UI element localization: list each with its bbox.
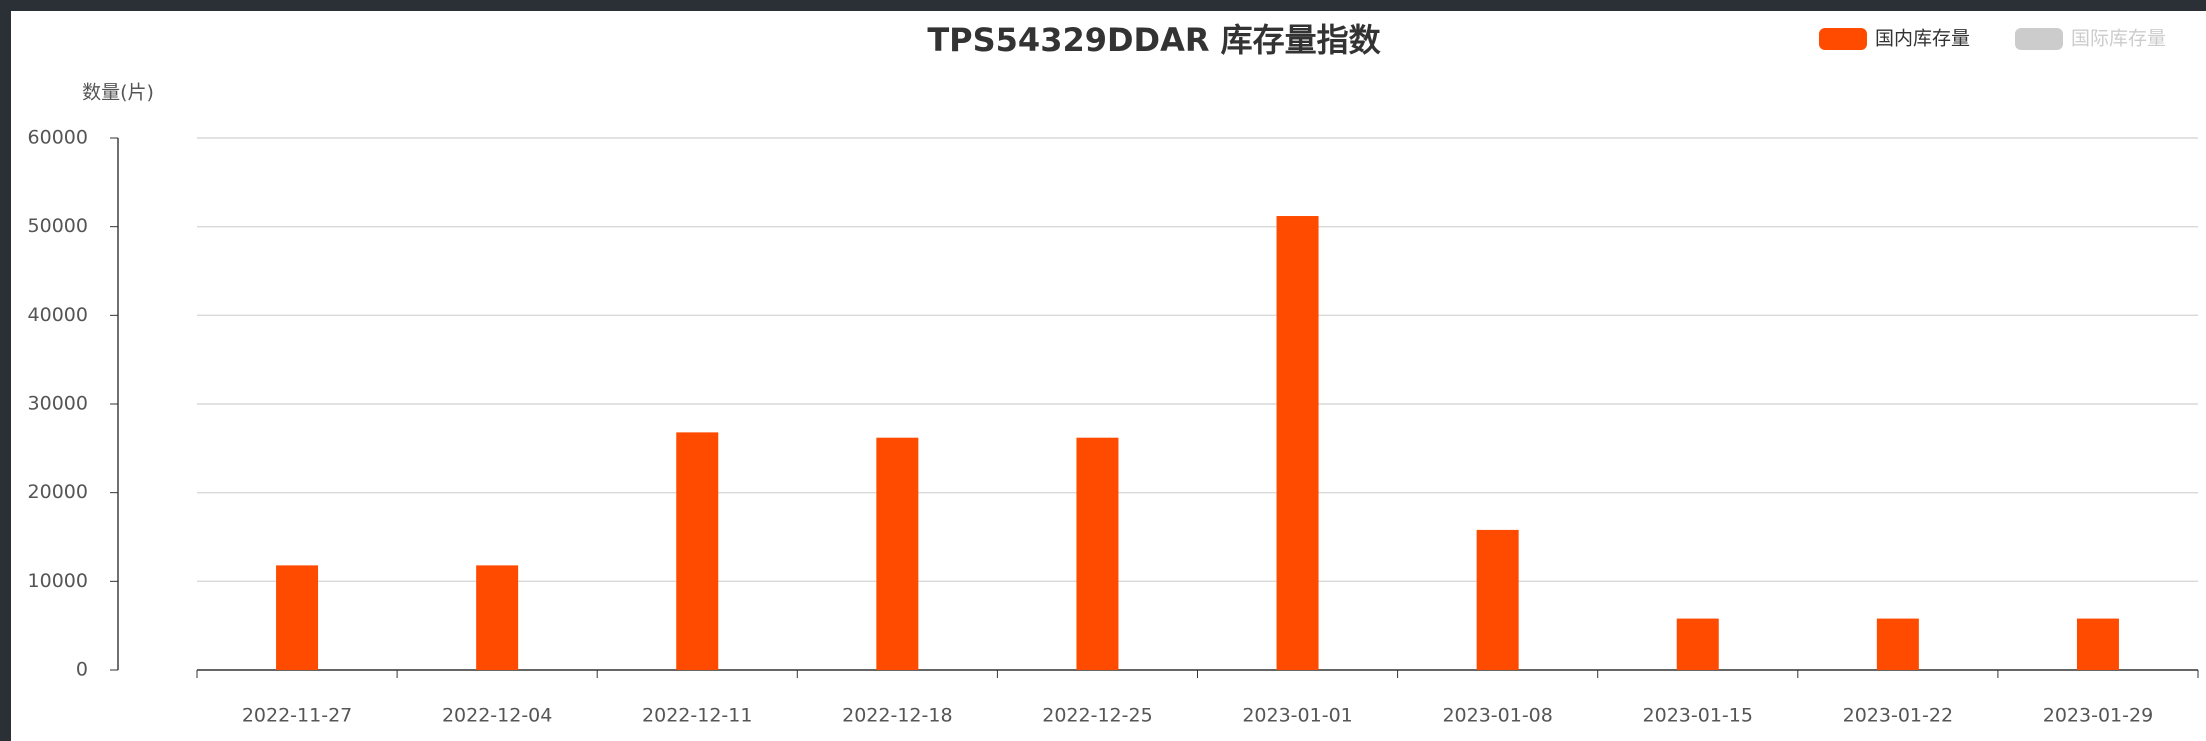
- x-tick-label: 2022-12-25: [1042, 705, 1152, 727]
- y-axis-label: 数量(片): [82, 82, 154, 104]
- y-tick-label: 50000: [28, 215, 88, 237]
- bar: [876, 437, 919, 670]
- legend-label: 国内库存量: [1875, 28, 1970, 50]
- y-tick-label: 60000: [28, 127, 88, 149]
- bar: [2076, 618, 2119, 670]
- y-tick-label: 40000: [28, 304, 88, 326]
- bar: [1276, 216, 1319, 670]
- bar: [276, 565, 319, 670]
- x-tick-label: 2023-01-22: [1843, 705, 1953, 727]
- y-tick-label: 10000: [28, 570, 88, 592]
- legend-label: 国际库存量: [2071, 28, 2166, 50]
- bar: [1876, 618, 1919, 670]
- x-tick-label: 2022-12-04: [442, 705, 552, 727]
- bar: [1076, 437, 1119, 670]
- x-tick-label: 2022-11-27: [242, 705, 352, 727]
- x-tick-label: 2023-01-08: [1442, 705, 1552, 727]
- chart-title: TPS54329DDAR 库存量指数: [927, 21, 1381, 59]
- y-tick-label: 20000: [28, 481, 88, 503]
- legend-swatch: [1819, 28, 1867, 50]
- legend-swatch: [2015, 28, 2063, 50]
- bar: [676, 432, 719, 670]
- x-tick-label: 2023-01-01: [1242, 705, 1352, 727]
- x-tick-label: 2022-12-11: [642, 705, 752, 727]
- y-tick-label: 30000: [28, 393, 88, 415]
- x-tick-label: 2022-12-18: [842, 705, 952, 727]
- bar: [476, 565, 519, 670]
- x-tick-label: 2023-01-29: [2043, 705, 2153, 727]
- bar: [1476, 529, 1519, 670]
- bar: [1676, 618, 1719, 670]
- x-tick-label: 2023-01-15: [1643, 705, 1753, 727]
- y-tick-label: 0: [76, 659, 88, 681]
